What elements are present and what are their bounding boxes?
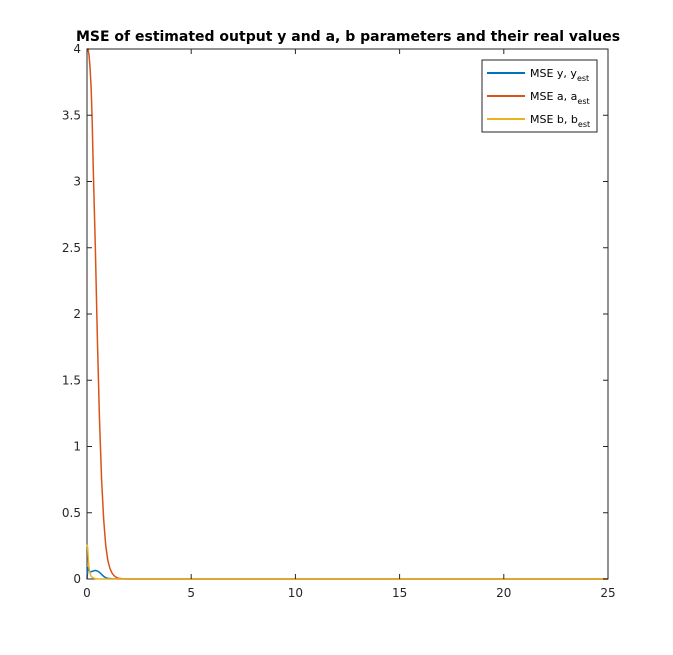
axes-frame: [86, 48, 609, 580]
x-tick-label: 0: [83, 586, 91, 600]
y-tick-label: 3.5: [62, 108, 81, 122]
series-layer: [86, 48, 608, 580]
tick-layer: 0 5 10 15 20 25 0 0.5 1 1.5 2 2.5 3 3.5 4: [62, 42, 616, 600]
y-tick-label: 0: [73, 572, 81, 586]
y-tick-label: 1: [73, 440, 81, 454]
x-tick-label: 25: [600, 586, 615, 600]
series-line-3: [86, 544, 608, 580]
y-tick-label: 4: [73, 42, 81, 56]
y-tick-label: 3: [73, 175, 81, 189]
chart-title: MSE of estimated output y and a, b param…: [76, 29, 620, 45]
legend-label-1: MSE y, yest: [530, 67, 589, 83]
legend: MSE y, yest MSE a, aest MSE b, best: [481, 59, 598, 133]
x-tick-label: 10: [288, 586, 303, 600]
y-tick-label: 1.5: [62, 373, 81, 387]
y-tick-label: 2.5: [62, 241, 81, 255]
y-tick-label: 2: [73, 307, 81, 321]
x-tick-label: 5: [187, 586, 195, 600]
y-tick-label: 0.5: [62, 506, 81, 520]
x-tick-label: 20: [496, 586, 511, 600]
legend-label-2: MSE a, aest: [530, 90, 590, 106]
series-line-2: [87, 48, 608, 580]
x-tick-label: 15: [392, 586, 407, 600]
legend-label-3: MSE b, best: [530, 113, 590, 129]
